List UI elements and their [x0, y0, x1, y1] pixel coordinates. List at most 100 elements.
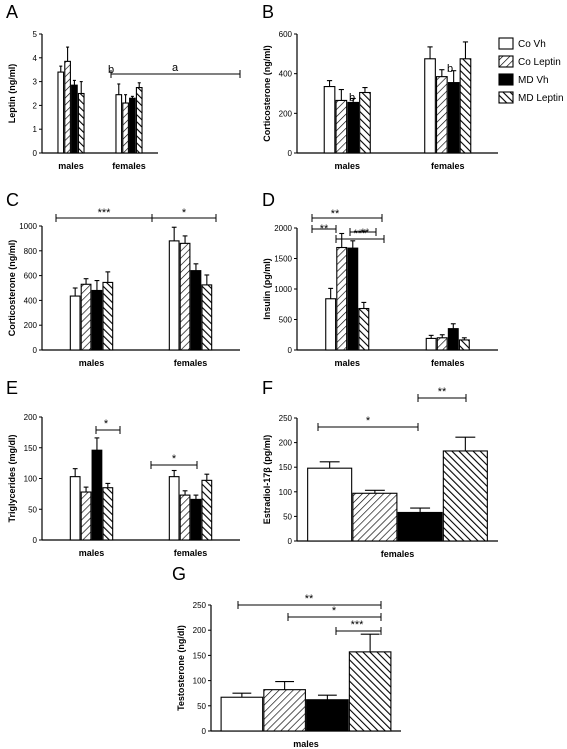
significance-label: *** [354, 228, 368, 240]
bar [77, 92, 85, 154]
bar [306, 699, 349, 732]
y-tick-label: 50 [197, 702, 206, 711]
panel-label: E [6, 378, 18, 398]
panel-label: G [172, 564, 186, 584]
y-tick-label: 1 [33, 125, 38, 134]
y-tick-label: 600 [279, 30, 293, 39]
bar [336, 246, 348, 351]
bar [348, 651, 392, 732]
bar [335, 99, 348, 154]
y-tick-label: 200 [24, 413, 38, 422]
legend-swatch [498, 73, 514, 86]
charts: 0 1 2 3 4 5 Leptin (ng/ml) males females b a 0 200 40… [7, 30, 498, 749]
legend-label: MD Vh [518, 75, 549, 86]
y-tick-label: 4 [33, 54, 38, 63]
bar [201, 479, 213, 541]
y-tick-label: 150 [24, 444, 38, 453]
category-label: males [334, 161, 360, 171]
panel-label: D [262, 190, 275, 210]
chart-panel-e: 0 50 100 150 200 Triglycerides (mg/dl) males fe… [7, 413, 240, 558]
significance-label: a [172, 62, 179, 74]
category-label: males [334, 358, 360, 368]
y-tick-label: 400 [279, 70, 293, 79]
significance-label: *** [351, 619, 365, 631]
bar [397, 511, 443, 542]
y-tick-label: 0 [33, 536, 38, 545]
bar [135, 87, 143, 154]
y-tick-label: 200 [193, 626, 207, 635]
y-tick-label: 2000 [274, 224, 292, 233]
y-axis-label: Leptin (ng/ml) [7, 64, 17, 124]
y-tick-label: 800 [24, 247, 38, 256]
bar [307, 467, 353, 542]
panel-label: A [6, 2, 18, 22]
y-tick-label: 0 [33, 346, 38, 355]
significance-label: b [349, 92, 355, 104]
panel-label: C [6, 190, 19, 210]
y-tick-label: 400 [24, 296, 38, 305]
y-tick-label: 500 [279, 316, 293, 325]
y-tick-label: 0 [33, 149, 38, 158]
bar [347, 247, 359, 351]
bar [122, 102, 129, 154]
bar [325, 298, 337, 351]
bar [358, 307, 370, 351]
y-tick-label: 1000 [274, 285, 292, 294]
y-tick-label: 50 [283, 512, 292, 521]
significance-label: * [182, 207, 187, 219]
bar [168, 476, 180, 541]
bar [71, 84, 78, 154]
significance-label: ** [320, 223, 329, 235]
bar [69, 476, 81, 541]
category-label: females [112, 161, 146, 171]
bar [69, 295, 81, 351]
bar [220, 696, 264, 732]
legend-label: Co Vh [518, 39, 546, 50]
bar [57, 71, 65, 154]
significance-label: ** [438, 386, 447, 398]
chart-panel-b: 0 200 400 600 Corticosterone (ng/ml) males fem… [262, 30, 498, 171]
bar [435, 76, 448, 154]
bar [91, 289, 103, 351]
y-tick-label: 1500 [274, 255, 292, 264]
category-label: males [293, 739, 319, 749]
bar [179, 494, 191, 541]
legend-label: Co Leptin [518, 57, 561, 68]
y-tick-label: 150 [193, 651, 207, 660]
y-tick-label: 200 [24, 321, 38, 330]
bar [425, 337, 437, 351]
y-tick-label: 1000 [19, 222, 37, 231]
y-axis-label: Corticosterone (ng/ml) [262, 45, 272, 142]
y-tick-label: 150 [279, 463, 293, 472]
y-tick-label: 200 [279, 439, 293, 448]
bar [190, 498, 202, 541]
panel-label: F [262, 378, 273, 398]
y-axis-label: Corticosterone (ng/ml) [7, 240, 17, 337]
chart-panel-f: 0 50 100 150 200 250 Estradiol-17β (pg/ml) fema… [262, 386, 498, 559]
y-tick-label: 0 [202, 727, 207, 736]
legend-swatch [498, 55, 514, 68]
significance-label: b [447, 63, 453, 75]
bar [129, 97, 136, 154]
category-label: females [174, 358, 208, 368]
bar [168, 240, 180, 351]
bar [459, 58, 472, 154]
y-tick-label: 250 [193, 601, 207, 610]
y-axis-label: Triglycerides (mg/dl) [7, 434, 17, 522]
y-tick-label: 0 [288, 149, 293, 158]
bar [424, 58, 436, 154]
significance-label: ** [305, 593, 314, 605]
y-axis-label: Testosterone (ng/dl) [176, 625, 186, 711]
bar [263, 689, 306, 732]
category-label: males [58, 161, 84, 171]
bar [102, 487, 114, 541]
significance-label: * [172, 453, 177, 465]
significance-label: * [104, 418, 109, 430]
bar [442, 450, 488, 542]
bar [91, 449, 103, 541]
chart-panel-d: 0 500 1000 1500 2000 Insulin (pg/ml) males fema… [262, 208, 498, 368]
chart-panel-g: 0 50 100 150 200 250 Testosterone (ng/dl) males… [176, 593, 401, 749]
y-tick-label: 0 [288, 537, 293, 546]
